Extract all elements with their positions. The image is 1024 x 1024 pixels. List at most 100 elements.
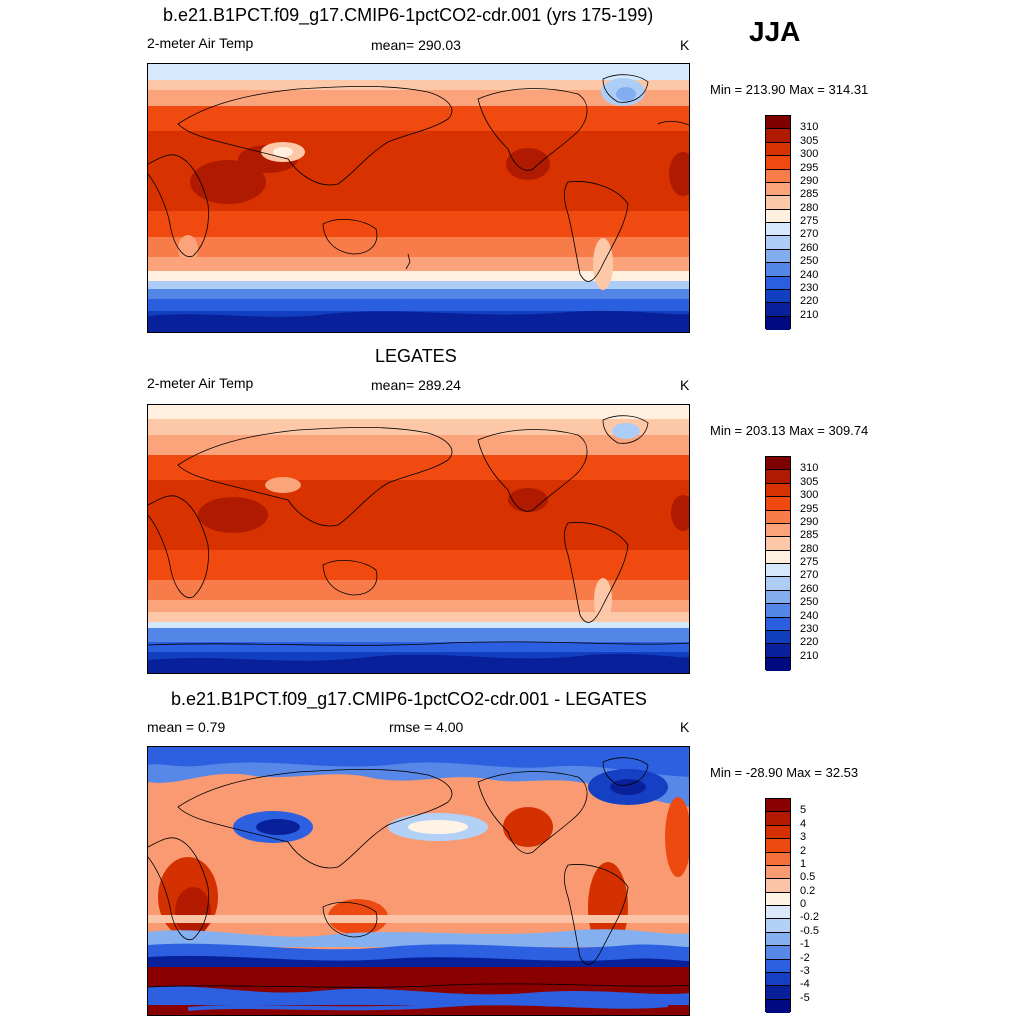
colorbar-tick-label: 305 bbox=[800, 475, 819, 488]
colorbar-tick-label: 1 bbox=[800, 857, 807, 870]
colorbar-tick-label: 0 bbox=[800, 898, 807, 910]
colorbar-swatch bbox=[766, 564, 790, 578]
colorbar-swatch bbox=[766, 865, 790, 880]
colorbar-tick-label: 285 bbox=[800, 188, 819, 201]
colorbar-tick-label: 305 bbox=[800, 134, 819, 147]
colorbar-tick-label: -1 bbox=[800, 938, 810, 951]
colorbar-tick-label: 250 bbox=[800, 255, 819, 268]
colorbar-tick-label: 260 bbox=[800, 582, 819, 595]
colorbar-swatch bbox=[766, 852, 790, 866]
colorbar-tick-label: 310 bbox=[800, 121, 819, 134]
colorbar-tick-label: 275 bbox=[800, 556, 819, 568]
season-label: JJA bbox=[749, 16, 801, 47]
colorbar-tick-label: -3 bbox=[800, 964, 810, 977]
colorbar-swatch bbox=[766, 825, 790, 840]
colorbar-swatch bbox=[766, 497, 790, 511]
colorbar-tick-label: 295 bbox=[800, 161, 819, 174]
panel3-minmax: Min = -28.90 Max = 32.53 bbox=[710, 765, 859, 780]
colorbar-swatch bbox=[766, 879, 790, 893]
colorbar-swatch bbox=[766, 839, 790, 853]
colorbar-swatch bbox=[766, 470, 790, 484]
colorbar-swatch bbox=[766, 523, 790, 538]
colorbar-swatch bbox=[766, 799, 790, 813]
colorbar-swatch bbox=[766, 906, 790, 920]
panel3-rmse-label: rmse = 4.00 bbox=[389, 719, 464, 735]
colorbar-swatch bbox=[766, 617, 790, 631]
panel2-mean-label: mean= 289.24 bbox=[371, 377, 461, 393]
colorbar-swatch bbox=[766, 223, 790, 237]
colorbar-swatch bbox=[766, 932, 790, 947]
colorbar-swatch bbox=[766, 644, 790, 658]
colorbar-tick-label: 300 bbox=[800, 148, 819, 161]
colorbar-tick-label: 270 bbox=[800, 569, 819, 582]
panel3-units-label: K bbox=[680, 719, 690, 735]
colorbar-tick-label: 295 bbox=[800, 502, 819, 515]
colorbar-tick-label: 230 bbox=[800, 622, 819, 635]
colorbar-swatch bbox=[766, 550, 790, 564]
colorbar-swatch bbox=[766, 182, 790, 197]
panel1-title: b.e21.B1PCT.f09_g17.CMIP6-1pctCO2-cdr.00… bbox=[163, 5, 654, 25]
colorbar-tick-label: 220 bbox=[800, 295, 819, 308]
panel2-colorbar bbox=[765, 456, 791, 671]
colorbar-swatch bbox=[766, 142, 790, 157]
panel3-map bbox=[147, 746, 690, 1016]
colorbar-swatch bbox=[766, 249, 790, 264]
panel1-units-label: K bbox=[680, 37, 690, 53]
colorbar-tick-label: 210 bbox=[800, 308, 819, 321]
panel1-mean-label: mean= 290.03 bbox=[371, 37, 461, 53]
colorbar-swatch bbox=[766, 510, 790, 524]
colorbar-swatch bbox=[766, 483, 790, 498]
colorbar-swatch bbox=[766, 209, 790, 223]
colorbar-swatch bbox=[766, 303, 790, 317]
colorbar-tick-label: -2 bbox=[800, 951, 810, 964]
panel2-units-label: K bbox=[680, 377, 690, 393]
panel3-title: b.e21.B1PCT.f09_g17.CMIP6-1pctCO2-cdr.00… bbox=[171, 689, 647, 709]
colorbar-swatch bbox=[766, 457, 790, 471]
panel1-map bbox=[147, 63, 690, 333]
colorbar-swatch bbox=[766, 959, 790, 973]
colorbar-tick-label: 2 bbox=[800, 844, 807, 857]
colorbar-tick-label: -0.5 bbox=[800, 924, 819, 937]
panel2-variable-label: 2-meter Air Temp bbox=[147, 375, 254, 391]
colorbar-tick-label: 260 bbox=[800, 241, 819, 254]
colorbar-swatch bbox=[766, 657, 790, 671]
colorbar-swatch bbox=[766, 156, 790, 170]
colorbar-swatch bbox=[766, 892, 790, 906]
colorbar-tick-label: 290 bbox=[800, 174, 819, 187]
panel1-minmax: Min = 213.90 Max = 314.31 bbox=[710, 82, 869, 97]
colorbar-tick-label: 250 bbox=[800, 596, 819, 609]
colorbar-swatch bbox=[766, 116, 790, 130]
colorbar-tick-label: -5 bbox=[800, 991, 810, 1004]
colorbar-tick-label: 3 bbox=[800, 831, 807, 844]
colorbar-tick-label: 275 bbox=[800, 215, 819, 227]
panel1-variable-label: 2-meter Air Temp bbox=[147, 35, 254, 51]
colorbar-tick-label: 240 bbox=[800, 268, 819, 281]
colorbar-tick-label: 300 bbox=[800, 489, 819, 502]
colorbar-swatch bbox=[766, 129, 790, 143]
colorbar-swatch bbox=[766, 169, 790, 183]
colorbar-tick-label: 210 bbox=[800, 649, 819, 662]
colorbar-tick-label: 0.2 bbox=[800, 884, 816, 897]
colorbar-tick-label: 285 bbox=[800, 529, 819, 542]
colorbar-tick-label: 270 bbox=[800, 228, 819, 241]
colorbar-swatch bbox=[766, 972, 790, 987]
colorbar-swatch bbox=[766, 590, 790, 605]
colorbar-tick-label: 4 bbox=[800, 817, 807, 830]
colorbar-swatch bbox=[766, 263, 790, 277]
colorbar-tick-label: 280 bbox=[800, 542, 819, 555]
colorbar-swatch bbox=[766, 577, 790, 591]
colorbar-swatch bbox=[766, 986, 790, 1000]
colorbar-tick-label: 230 bbox=[800, 281, 819, 294]
colorbar-swatch bbox=[766, 630, 790, 645]
colorbar-swatch bbox=[766, 289, 790, 304]
colorbar-tick-label: 310 bbox=[800, 462, 819, 475]
panel3-colorbar bbox=[765, 798, 791, 1013]
colorbar-tick-label: 280 bbox=[800, 201, 819, 214]
colorbar-swatch bbox=[766, 999, 790, 1013]
colorbar-swatch bbox=[766, 236, 790, 250]
colorbar-tick-label: -4 bbox=[800, 978, 810, 991]
colorbar-swatch bbox=[766, 946, 790, 960]
colorbar-swatch bbox=[766, 812, 790, 826]
colorbar-tick-label: 0.5 bbox=[800, 871, 816, 884]
colorbar-swatch bbox=[766, 196, 790, 210]
